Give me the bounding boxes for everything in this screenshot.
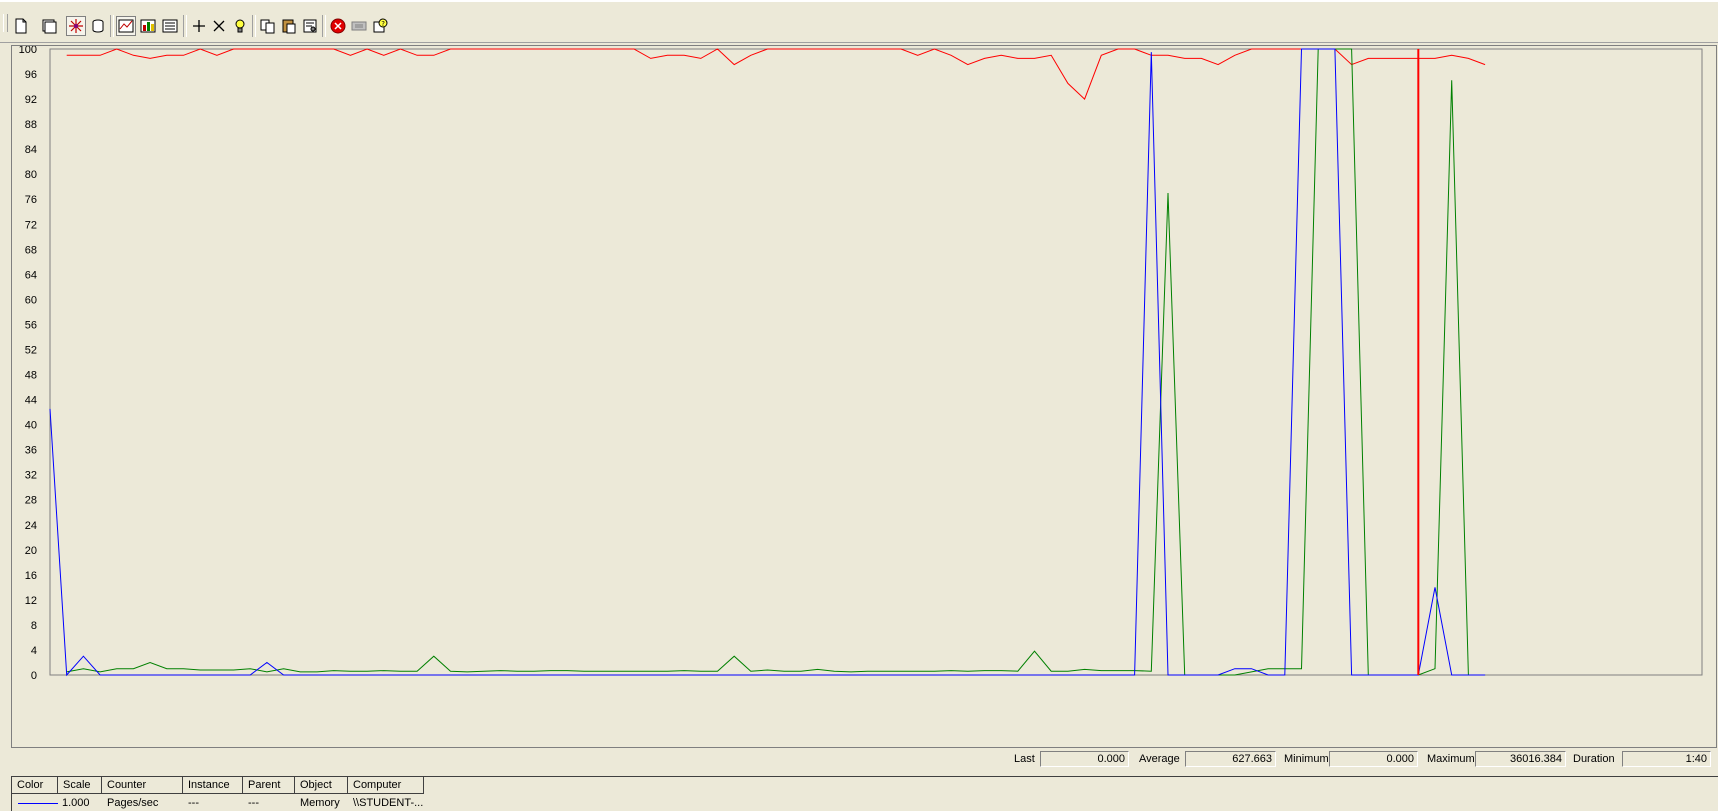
y-tick-label: 12 — [25, 595, 37, 607]
y-tick-label: 40 — [25, 420, 37, 432]
toolbar-grip[interactable] — [3, 14, 8, 32]
svg-text:?: ? — [381, 20, 385, 28]
properties-icon[interactable] — [300, 16, 320, 36]
y-tick-label: 16 — [25, 570, 37, 582]
y-tick-label: 60 — [25, 294, 37, 306]
copy-properties-icon[interactable] — [258, 16, 278, 36]
line-chart: 0481216202428323640444852566064687276808… — [19, 46, 1703, 682]
counter-scale: 1.000 — [62, 797, 90, 809]
y-tick-label: 28 — [25, 495, 37, 507]
column-header-instance[interactable]: Instance — [183, 777, 243, 794]
add-counter-icon[interactable] — [189, 16, 209, 36]
value-bar: Last 0.000 Average 627.663 Minimum 0.000… — [0, 750, 1718, 770]
counter-object: Memory — [300, 797, 340, 809]
column-header-scale[interactable]: Scale — [58, 777, 102, 794]
column-header-object[interactable]: Object — [295, 777, 348, 794]
maximum-value: 36016.384 — [1475, 751, 1566, 767]
series-line-0[interactable] — [66, 48, 1486, 100]
y-tick-label: 24 — [25, 520, 37, 532]
y-tick-label: 72 — [25, 219, 37, 231]
column-header-color[interactable]: Color — [12, 777, 58, 794]
delete-counter-icon[interactable] — [209, 16, 229, 36]
last-value: 0.000 — [1040, 751, 1129, 767]
toolbar: ? — [0, 0, 1718, 43]
y-tick-label: 80 — [25, 169, 37, 181]
y-tick-label: 56 — [25, 319, 37, 331]
average-value: 627.663 — [1185, 751, 1276, 767]
view-report-icon[interactable] — [160, 16, 180, 36]
freeze-display-icon[interactable] — [328, 16, 348, 36]
y-tick-label: 20 — [25, 545, 37, 557]
counter-list: Color Scale Counter Instance Parent Obje… — [11, 776, 1718, 811]
y-tick-label: 8 — [31, 620, 37, 632]
y-tick-label: 48 — [25, 370, 37, 382]
new-counter-set-icon[interactable] — [11, 16, 31, 36]
duration-label: Duration — [1573, 753, 1615, 765]
counter-row[interactable]: 1.000 Pages/sec --- --- Memory \\STUDENT… — [12, 796, 1718, 811]
counter-color-swatch — [18, 803, 58, 804]
minimum-label: Minimum — [1284, 753, 1329, 765]
view-graph-icon[interactable] — [116, 16, 136, 36]
series-line-1[interactable] — [66, 48, 1486, 676]
counter-parent: --- — [248, 797, 259, 809]
series-line-2[interactable] — [49, 48, 1486, 677]
y-tick-label: 64 — [25, 269, 37, 281]
y-tick-label: 52 — [25, 344, 37, 356]
view-histogram-icon[interactable] — [138, 16, 158, 36]
y-tick-label: 100 — [19, 46, 37, 56]
average-label: Average — [1139, 753, 1180, 765]
paste-counter-list-icon[interactable] — [279, 16, 299, 36]
y-tick-label: 44 — [25, 395, 37, 407]
column-header-counter[interactable]: Counter — [102, 777, 183, 794]
highlight-icon[interactable] — [230, 16, 250, 36]
help-icon[interactable]: ? — [370, 16, 390, 36]
clear-display-icon[interactable] — [39, 16, 59, 36]
y-tick-label: 4 — [31, 645, 37, 657]
counter-instance: --- — [188, 797, 199, 809]
counter-computer: \\STUDENT-... — [353, 797, 424, 809]
counter-name: Pages/sec — [107, 797, 159, 809]
plot-area — [49, 48, 1703, 676]
column-header-computer[interactable]: Computer — [348, 777, 424, 794]
view-log-data-icon[interactable] — [88, 16, 108, 36]
last-label: Last — [1014, 753, 1035, 765]
column-header-parent[interactable]: Parent — [243, 777, 295, 794]
graph-area: 0 4 8 12 16 20 24 28 32 36 40 44 48 52 56 60 64 68 72 76 80 8… — [11, 45, 1717, 748]
y-tick-label: 68 — [25, 244, 37, 256]
y-tick-label: 76 — [25, 194, 37, 206]
y-tick-label: 32 — [25, 470, 37, 482]
y-tick-label: 96 — [25, 69, 37, 81]
view-current-activity-icon[interactable] — [66, 16, 86, 36]
update-data-icon[interactable] — [349, 16, 369, 36]
y-tick-label: 36 — [25, 445, 37, 457]
y-tick-label: 84 — [25, 144, 37, 156]
y-tick-label: 88 — [25, 119, 37, 131]
duration-value: 1:40 — [1622, 751, 1711, 767]
counter-list-header: Color Scale Counter Instance Parent Obje… — [12, 777, 1718, 794]
y-tick-label: 0 — [31, 670, 37, 682]
minimum-value: 0.000 — [1329, 751, 1418, 767]
maximum-label: Maximum — [1427, 753, 1475, 765]
y-tick-label: 92 — [25, 94, 37, 106]
